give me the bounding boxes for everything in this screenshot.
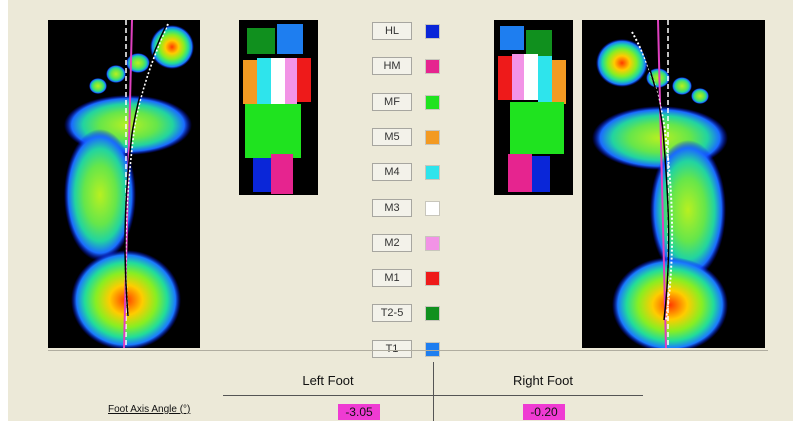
- left-foot-header: Left Foot: [302, 373, 354, 388]
- legend-swatch: [425, 306, 440, 321]
- analysis-panel: HL HM MF M5 M4 M3 M2 M1 T2-5 T1: [8, 0, 793, 421]
- legend-label: M2: [372, 234, 412, 252]
- legend-label: HL: [372, 22, 412, 40]
- legend-swatch: [425, 59, 440, 74]
- legend-swatch: [425, 95, 440, 110]
- legend-swatch: [425, 201, 440, 216]
- legend-label: HM: [372, 57, 412, 75]
- right-foot-segment-map: [494, 20, 573, 195]
- legend-label: M5: [372, 128, 412, 146]
- foot-axis-angle-label[interactable]: Foot Axis Angle (°): [108, 404, 191, 415]
- baseline-rule: [48, 350, 768, 351]
- legend-swatch: [425, 24, 440, 39]
- legend-swatch: [425, 342, 440, 357]
- right-foot-header: Right Foot: [513, 373, 573, 388]
- legend-label: M4: [372, 163, 412, 181]
- legend-label: M3: [372, 199, 412, 217]
- right-foot-axis-angle-value: -0.20: [523, 404, 565, 420]
- legend-label: T2-5: [372, 304, 412, 322]
- right-foot-heatmap: [582, 20, 765, 348]
- legend-swatch: [425, 165, 440, 180]
- legend-label: T1: [372, 340, 412, 358]
- table-column-divider: [433, 362, 434, 421]
- legend-label: M1: [372, 269, 412, 287]
- left-foot-heatmap: [48, 20, 200, 348]
- legend-swatch: [425, 271, 440, 286]
- left-foot-segment-map: [239, 20, 318, 195]
- legend-swatch: [425, 236, 440, 251]
- legend-label: MF: [372, 93, 412, 111]
- legend-swatch: [425, 130, 440, 145]
- left-foot-axis-angle-value: -3.05: [338, 404, 380, 420]
